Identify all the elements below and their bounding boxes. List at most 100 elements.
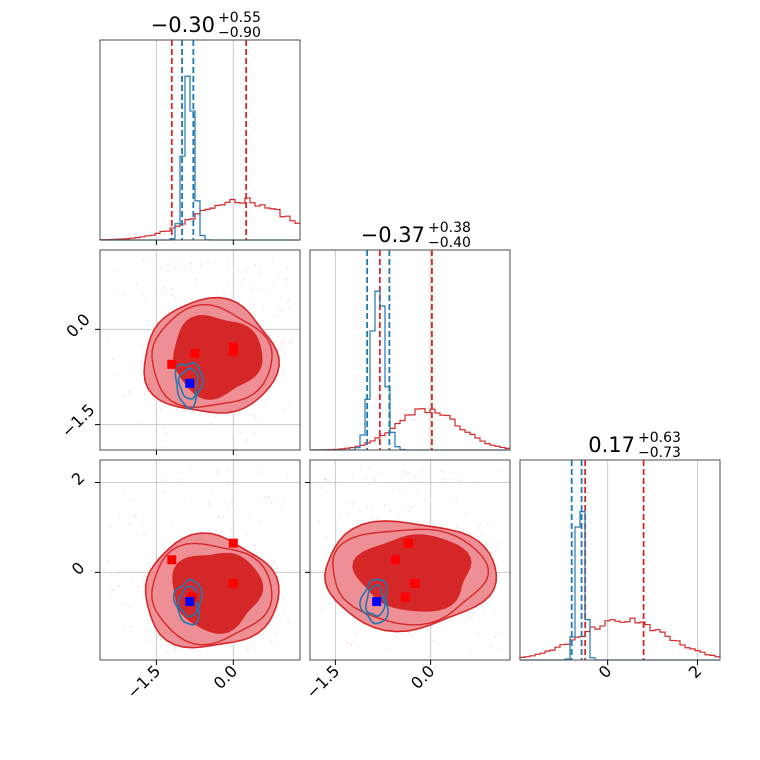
sample-point — [437, 522, 440, 525]
sample-point — [490, 646, 492, 648]
sample-point — [230, 529, 233, 531]
sample-point — [415, 482, 417, 484]
sample-point — [183, 267, 186, 270]
sample-point — [290, 404, 292, 407]
sample-point — [493, 613, 496, 616]
sample-point — [272, 562, 275, 565]
sample-point — [223, 293, 226, 295]
marker-point — [167, 359, 177, 369]
sample-point — [123, 492, 126, 494]
sample-point — [324, 478, 327, 481]
sample-point — [111, 358, 114, 361]
sample-point — [413, 630, 415, 633]
sample-point — [140, 421, 142, 423]
sample-point — [246, 534, 249, 537]
marker-point — [185, 597, 195, 607]
sample-point — [370, 517, 373, 520]
contour-panel-1-0 — [107, 257, 293, 442]
sample-point — [490, 596, 493, 599]
sample-point — [339, 517, 341, 519]
sample-point — [157, 421, 160, 424]
param-title-plus: +0.55 — [218, 10, 261, 26]
histogram-series-0-param-2 — [519, 617, 720, 660]
sample-point — [189, 265, 191, 268]
sample-point — [270, 502, 273, 505]
sample-point — [487, 523, 489, 526]
sample-point — [210, 423, 212, 425]
sample-point — [289, 306, 291, 309]
sample-point — [429, 488, 432, 490]
sample-point — [350, 643, 352, 645]
marker-point — [228, 579, 238, 589]
sample-point — [380, 473, 383, 475]
sample-point — [218, 515, 220, 518]
sample-point — [174, 647, 176, 649]
sample-point — [391, 482, 393, 485]
sample-point — [189, 262, 192, 264]
sample-point — [280, 297, 282, 300]
sample-point — [107, 560, 109, 563]
param-title-plus: +0.38 — [428, 220, 471, 236]
sample-point — [175, 257, 177, 260]
sample-point — [271, 260, 274, 262]
sample-point — [137, 586, 139, 589]
sample-point — [497, 470, 500, 473]
sample-point — [272, 560, 275, 563]
sample-point — [374, 479, 376, 481]
sample-point — [483, 609, 485, 612]
axes-frame — [309, 459, 511, 661]
sample-point — [143, 533, 145, 536]
sample-point — [169, 412, 172, 415]
sample-point — [164, 490, 166, 493]
sample-point — [286, 476, 289, 478]
param-title-value: 0.17 — [588, 433, 635, 457]
sample-point — [128, 522, 130, 525]
sample-point — [253, 544, 256, 546]
sample-point — [289, 342, 291, 344]
sample-point — [247, 648, 249, 650]
axes-frame — [99, 459, 301, 661]
y-tick-label: −1.5 — [58, 400, 99, 441]
sample-point — [142, 576, 145, 579]
sample-point — [404, 470, 407, 473]
sample-point — [249, 641, 252, 643]
histogram-series-1-param-0 — [100, 75, 300, 241]
sample-point — [262, 633, 264, 636]
histogram-series-1-param-2 — [520, 511, 720, 661]
panel-1-1 — [334, 250, 432, 450]
sample-point — [173, 649, 176, 652]
param-title-value: −0.37 — [361, 223, 425, 247]
sample-point — [498, 648, 501, 651]
sample-point — [416, 480, 419, 483]
sample-point — [141, 521, 143, 524]
sample-point — [415, 476, 417, 478]
sample-point — [107, 340, 109, 342]
sample-point — [467, 615, 470, 617]
sample-point — [366, 505, 368, 508]
sample-point — [376, 518, 379, 521]
sample-point — [160, 638, 162, 641]
sample-point — [441, 470, 443, 473]
marker-point — [372, 597, 382, 607]
sample-point — [455, 497, 458, 500]
sample-point — [242, 278, 245, 280]
sample-point — [184, 409, 187, 412]
sample-point — [159, 289, 162, 291]
sample-point — [129, 625, 132, 628]
marker-point — [403, 538, 413, 548]
sample-point — [214, 529, 217, 531]
sample-point — [214, 415, 216, 418]
sample-point — [259, 289, 262, 291]
x-tick-label: −1.5 — [123, 661, 164, 702]
sample-point — [155, 558, 157, 560]
axes-frame — [99, 249, 301, 451]
sample-point — [325, 536, 328, 538]
sample-point — [249, 516, 251, 518]
sample-point — [365, 478, 368, 480]
sample-point — [423, 498, 426, 501]
sample-point — [389, 510, 391, 512]
marker-point — [167, 555, 177, 565]
sample-point — [282, 499, 285, 502]
sample-point — [245, 268, 248, 271]
sample-point — [325, 491, 328, 494]
